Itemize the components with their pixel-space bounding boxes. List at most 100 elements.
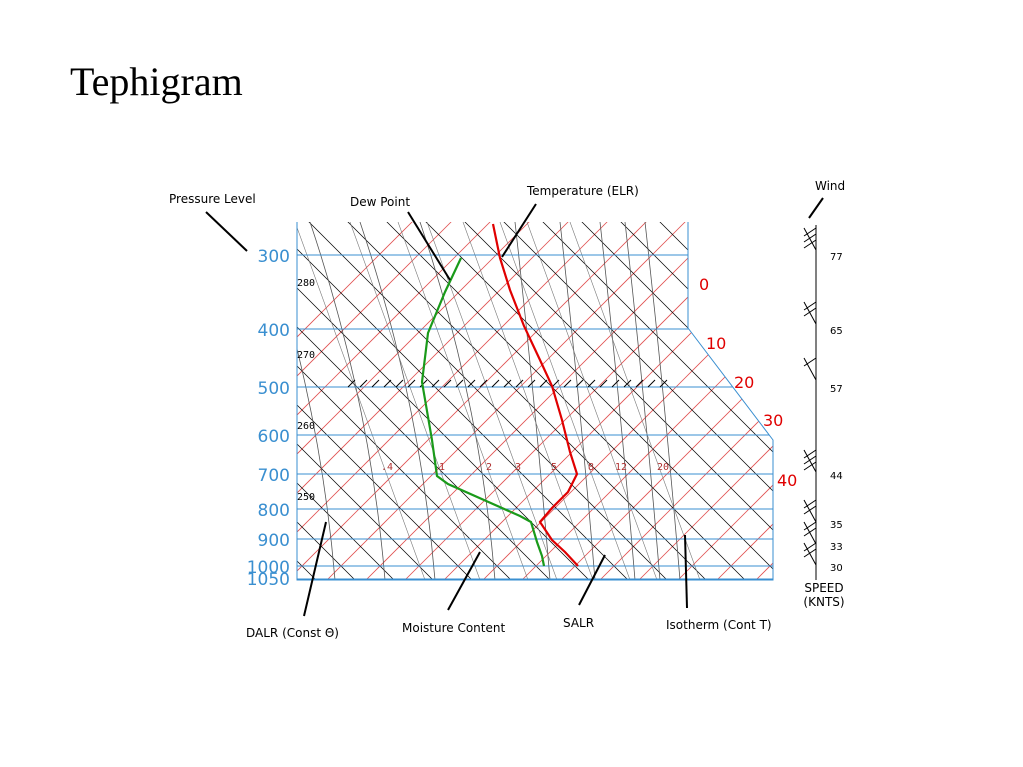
saturated-adiabat-line xyxy=(624,222,661,580)
saturated-adiabat-line xyxy=(419,222,496,580)
hatch-mark xyxy=(563,379,572,388)
wind-barb xyxy=(803,227,817,237)
dew-point-profile xyxy=(420,257,546,567)
moisture-content-line xyxy=(397,222,529,580)
dry-adiabat-line xyxy=(334,222,756,580)
isotherm-line xyxy=(511,222,773,580)
wind-barb xyxy=(803,542,817,552)
wind-barb xyxy=(803,499,817,509)
callout-dew-point: Dew Point xyxy=(350,195,410,209)
saturated-adiabat-line xyxy=(297,222,336,580)
moisture-content-line xyxy=(349,222,481,580)
isotherm-line xyxy=(706,222,773,580)
wind-speed-label: 44 xyxy=(830,471,843,482)
isotherm-line xyxy=(941,170,1023,590)
dry-adiabat-line xyxy=(297,222,600,580)
wind-speed-label: 65 xyxy=(830,326,843,337)
dry-adiabat-line xyxy=(297,222,522,580)
mixing-ratio-label: 3 xyxy=(515,462,521,473)
leader-moisture xyxy=(447,551,481,611)
temperature-profile xyxy=(491,223,579,567)
isotherm-line xyxy=(745,222,773,580)
dry-adiabat-lines xyxy=(0,170,1023,590)
wind-barb xyxy=(803,461,817,471)
isotherm-line xyxy=(433,222,773,580)
pressure-tick-label: 800 xyxy=(258,501,290,521)
callout-pressure-level: Pressure Level xyxy=(169,192,256,206)
callout-isotherm: Isotherm (Cont T) xyxy=(666,618,772,632)
pressure-tick-label: 900 xyxy=(258,531,290,551)
mixing-ratio-label: 8 xyxy=(588,462,594,473)
wind-barb-shaft xyxy=(803,227,817,251)
theta-label: 280 xyxy=(297,278,315,289)
plot-boundary-line xyxy=(296,222,774,581)
dry-adiabat-line xyxy=(607,222,773,580)
leader-wind xyxy=(808,197,824,219)
isotherm-label: 10 xyxy=(706,334,726,353)
isotherm-line xyxy=(297,222,504,580)
saturated-adiabat-line xyxy=(599,222,636,580)
callout-dalr: DALR (Const Θ) xyxy=(246,626,339,640)
saturated-adiabat-line xyxy=(359,222,436,580)
dry-adiabat-line xyxy=(412,222,773,580)
hatch-mark xyxy=(611,379,620,388)
mixing-ratio-labels: .4 1 2 3 5 8 12 20 xyxy=(381,462,669,473)
wind-speed-label: 30 xyxy=(830,563,843,574)
hatch-mark xyxy=(575,379,584,388)
hatch-mark xyxy=(479,379,488,388)
wind-barb-column: 77 65 57 44 35 33 30 SPEED (KNTS) xyxy=(803,225,845,609)
moisture-content-line xyxy=(569,222,701,580)
leader-temperature xyxy=(501,203,537,258)
isotherm-label: 20 xyxy=(734,373,754,392)
isotherm-line xyxy=(297,222,465,580)
isotherm-line xyxy=(824,170,1023,590)
pressure-tick-label: 700 xyxy=(258,466,290,486)
saturated-adiabat-line xyxy=(309,222,386,580)
pressure-tick-label: 600 xyxy=(258,427,290,447)
isotherm-line xyxy=(863,170,1023,590)
hatch-mark xyxy=(395,379,404,388)
hatch-mark xyxy=(623,379,632,388)
leader-salr xyxy=(578,554,606,606)
dry-adiabat-line xyxy=(297,222,639,580)
plot-boundary xyxy=(296,222,774,581)
hatch-mark xyxy=(491,379,500,388)
dry-adiabat-line xyxy=(763,222,773,580)
hatch-mark xyxy=(503,379,512,388)
hatch-mark xyxy=(383,379,392,388)
dry-adiabat-line xyxy=(0,170,248,590)
callout-wind: Wind xyxy=(815,179,845,193)
isotherm-line xyxy=(667,222,773,580)
hatch-mark xyxy=(659,379,668,388)
callout-leaders xyxy=(205,197,824,617)
isotherm-label: 30 xyxy=(763,411,783,430)
wind-barb-shaft xyxy=(803,357,817,381)
wind-barb-shaft xyxy=(803,301,817,325)
callout-salr: SALR xyxy=(563,616,594,630)
speed-units: (KNTS) xyxy=(803,595,844,609)
dry-adiabat-line xyxy=(297,222,366,580)
wind-barb xyxy=(803,521,817,531)
leader-dew-point xyxy=(407,211,451,281)
wind-barb xyxy=(803,449,817,459)
hatch-mark xyxy=(527,379,536,388)
wind-barb-shaft xyxy=(803,521,817,545)
dry-adiabat-line xyxy=(297,222,678,580)
isotherm-line xyxy=(980,170,1023,590)
hatch-mark xyxy=(455,379,464,388)
hatch-mark xyxy=(347,379,356,388)
isotherm-labels: 0 10 20 30 40 xyxy=(699,275,797,490)
hatch-mark xyxy=(419,379,428,388)
saturated-adiabat-line xyxy=(559,222,596,580)
wind-barb-shaft xyxy=(803,499,817,523)
dry-adiabat-line xyxy=(842,170,1023,590)
dry-adiabat-line xyxy=(297,222,483,580)
dry-adiabat-line xyxy=(959,170,1023,590)
hatch-mark xyxy=(431,379,440,388)
pressure-tick-label: 300 xyxy=(258,247,290,267)
pressure-axis: 300 400 500 600 700 800 900 1000 1050 xyxy=(247,247,290,590)
dry-adiabat-line xyxy=(920,170,1023,590)
mixing-ratio-label: 5 xyxy=(551,462,557,473)
leader-isotherm xyxy=(684,534,688,609)
